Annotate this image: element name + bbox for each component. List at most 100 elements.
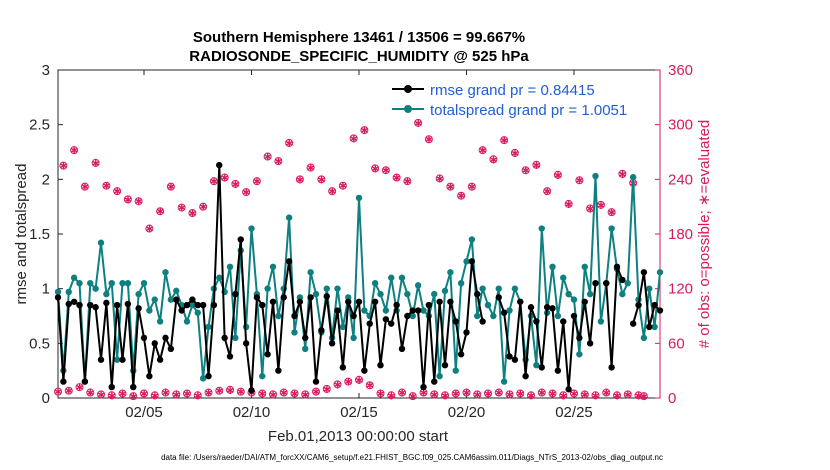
totalspread-point: [409, 312, 416, 320]
chart-title-line1: Southern Hemisphere 13461 / 13506 = 99.6…: [193, 29, 525, 46]
obs-possible-marker: [607, 208, 616, 217]
totalspread-point: [414, 282, 422, 289]
obs-evaluated-marker: ∗: [225, 383, 235, 397]
totalspread-point: [506, 307, 513, 314]
rmse-point: [178, 307, 185, 314]
rmse-point: [409, 307, 416, 314]
totalspread-point: [388, 274, 395, 281]
rmse-point: [124, 300, 132, 308]
rmse-point: [656, 307, 664, 314]
rmse-point: [345, 298, 352, 305]
obs-evaluated-marker: ∗: [408, 389, 418, 403]
rmse-point: [468, 258, 476, 265]
rmse-point: [560, 318, 567, 325]
obs-evaluated-marker: ∗: [203, 386, 213, 400]
rmse-point: [318, 327, 325, 334]
rmse-point: [576, 334, 583, 342]
totalspread-point: [361, 307, 368, 314]
obs-evaluated-marker: ∗: [182, 386, 192, 400]
totalspread-point: [452, 367, 459, 374]
totalspread-point: [624, 280, 631, 287]
obs-evaluated-marker: ∗: [117, 386, 127, 400]
legend-rmse-label: rmse grand pr = 0.84415: [430, 82, 595, 99]
totalspread-point: [140, 280, 148, 287]
obs-evaluated-marker: ∗: [311, 385, 321, 399]
totalspread-point: [205, 323, 212, 331]
rmse-point: [248, 387, 255, 394]
totalspread-point: [436, 372, 443, 380]
totalspread-point: [479, 285, 486, 292]
obs-possible-marker: [312, 387, 320, 396]
obs-evaluated-marker: ∗: [531, 158, 541, 172]
obs-possible-marker: [220, 173, 229, 182]
rmse-point: [377, 362, 384, 369]
totalspread-point: [608, 225, 615, 232]
rmse-series: [54, 161, 664, 394]
obs-evaluated-marker: ∗: [633, 388, 643, 402]
obs-evaluated-marker: ∗: [91, 156, 101, 170]
obs-evaluated-marker: ∗: [370, 161, 380, 175]
obs-evaluated-marker: ∗: [359, 123, 369, 137]
obs-evaluated-marker: ∗: [289, 386, 299, 400]
rmse-point: [339, 364, 347, 371]
rmse-point: [291, 312, 298, 320]
totalspread-point: [194, 309, 201, 316]
totalspread-point: [474, 312, 481, 320]
y-right-tick-label: 0: [668, 390, 676, 407]
obs-possible-marker: [123, 195, 132, 204]
totalspread-point: [457, 280, 465, 287]
obs-evaluated-marker: ∗: [569, 386, 579, 400]
obs-possible-marker: [113, 187, 122, 196]
obs-possible-marker: [521, 166, 530, 175]
rmse-point: [65, 300, 72, 308]
obs-evaluated-marker: ∗: [504, 387, 514, 401]
obs-evaluated-marker: ∗: [499, 133, 509, 147]
rmse-point: [323, 293, 330, 300]
y-right-tick-label: 120: [668, 281, 693, 298]
rmse-point: [334, 307, 341, 314]
obs-evaluated-marker: ∗: [478, 143, 488, 157]
obs-evaluated-marker: ∗: [413, 116, 423, 130]
totalspread-point: [307, 269, 314, 276]
obs-evaluated-marker: ∗: [467, 180, 477, 194]
legend: rmse grand pr = 0.84415 totalspread gran…: [392, 82, 627, 119]
obs-evaluated-marker: ∗: [123, 192, 133, 206]
obs-evaluated-marker: ∗: [64, 384, 74, 398]
rmse-point: [355, 298, 363, 305]
obs-evaluated-marker: ∗: [300, 387, 310, 401]
totalspread-point: [565, 290, 572, 298]
obs-possible-marker: [371, 164, 380, 173]
totalspread-point: [586, 290, 594, 298]
obs-evaluated-marker: ∗: [553, 168, 563, 182]
totalspread-point: [500, 378, 508, 385]
obs-possible-marker: [140, 389, 148, 398]
rmse-point: [130, 383, 137, 391]
rmse-point: [151, 340, 158, 347]
rmse-point: [361, 367, 368, 374]
obs-possible-marker: [639, 392, 648, 401]
obs-evaluated-marker: ∗: [456, 189, 466, 203]
obs-possible-marker: [553, 170, 562, 179]
totalspread-point: [162, 269, 169, 276]
totalspread-point: [226, 263, 234, 270]
obs-possible-marker: [360, 126, 369, 135]
obs-evaluated-marker: ∗: [596, 198, 606, 212]
obs-evaluated-marker: ∗: [263, 150, 273, 164]
totalspread-point: [323, 285, 330, 292]
rmse-point: [328, 340, 336, 347]
obs-possible-marker: [575, 176, 584, 185]
obs-evaluated-marker: ∗: [590, 388, 600, 402]
rmse-point: [495, 294, 502, 301]
totalspread-point: [538, 225, 545, 232]
totalspread-point: [377, 290, 384, 298]
rmse-line: [605, 265, 624, 369]
totalspread-point: [97, 239, 105, 246]
obs-evaluated-marker: ∗: [623, 387, 633, 401]
obs-possible-marker: [349, 134, 358, 143]
obs-evaluated-marker: ∗: [107, 388, 117, 402]
rmse-point: [60, 378, 67, 385]
rmse-point: [404, 312, 411, 320]
legend-spread-marker: [404, 105, 412, 113]
obs-possible-marker: [279, 388, 288, 397]
rmse-point: [205, 372, 212, 380]
